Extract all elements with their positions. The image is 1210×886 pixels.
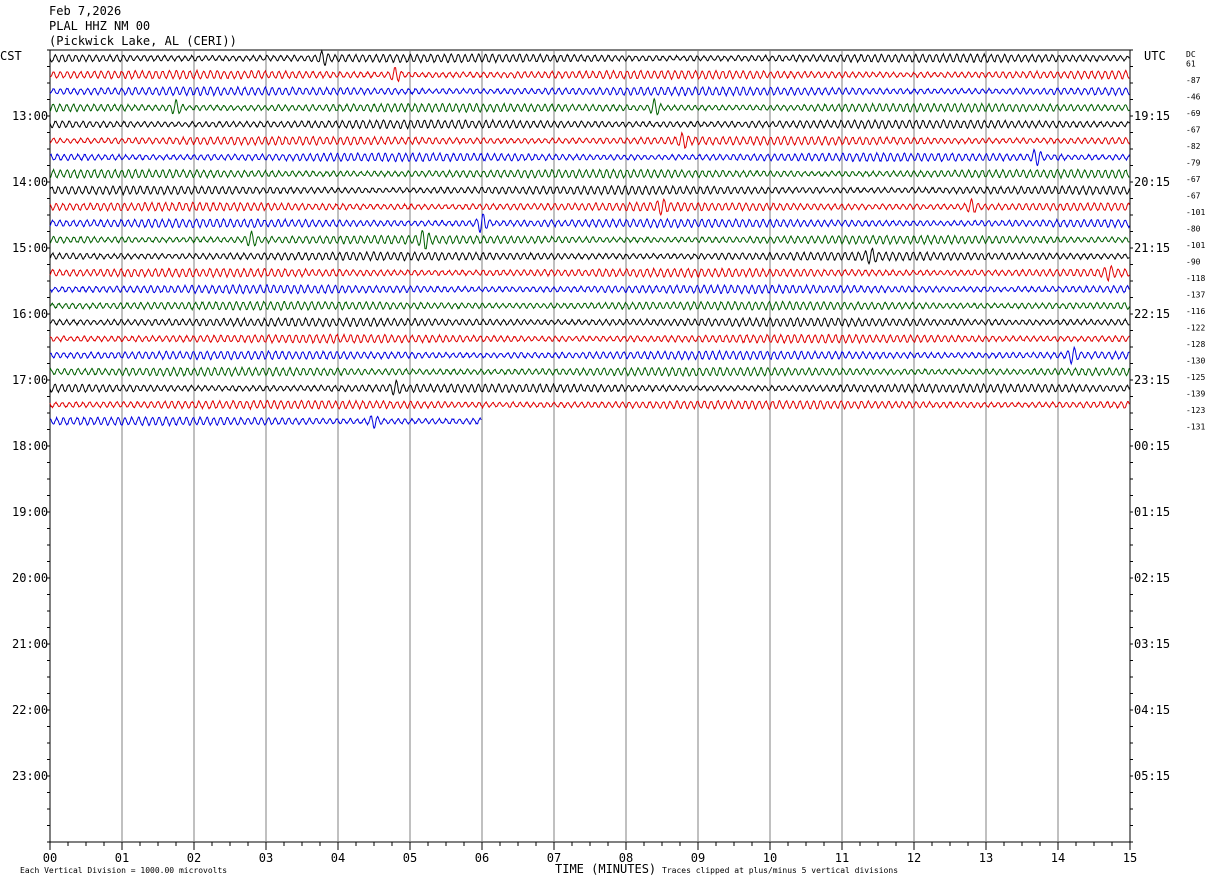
dc-offset-label: -82 [1186, 142, 1201, 151]
dc-offset-label: -80 [1186, 224, 1201, 233]
x-tick-label: 03 [259, 851, 273, 865]
trace-row-11 [50, 230, 1130, 250]
dc-offset-label: -128 [1186, 340, 1205, 349]
dc-offset-label: -67 [1186, 125, 1201, 134]
utc-hour-label: 04:15 [1134, 703, 1170, 717]
trace-row-0 [49, 49, 1130, 66]
dc-offset-label: -137 [1186, 290, 1205, 299]
x-tick-label: 15 [1123, 851, 1137, 865]
dc-label: DC [1186, 50, 1196, 59]
trace-row-14 [49, 283, 1130, 295]
x-tick-label: 12 [907, 851, 921, 865]
x-tick-label: 13 [979, 851, 993, 865]
cst-hour-label: 15:00 [12, 241, 48, 255]
cst-hour-label: 22:00 [12, 703, 48, 717]
trace-row-8 [49, 184, 1130, 197]
trace-row-21 [49, 399, 1130, 411]
trace-row-20 [49, 378, 1130, 396]
trace-row-17 [49, 332, 1130, 345]
trace-row-22 [49, 415, 482, 429]
cst-axis-label: CST [0, 49, 22, 63]
dc-offset-label: -79 [1186, 158, 1201, 167]
dc-offset-label: -90 [1186, 257, 1201, 266]
x-tick-label: 09 [691, 851, 705, 865]
dc-offset-label: 61 [1186, 59, 1196, 68]
trace-row-3 [49, 97, 1130, 116]
trace-row-4 [49, 118, 1130, 130]
utc-hour-label: 23:15 [1134, 373, 1170, 387]
dc-offset-label: -123 [1186, 406, 1205, 415]
x-tick-label: 04 [331, 851, 345, 865]
seismic-traces [49, 49, 1130, 429]
trace-row-7 [49, 167, 1130, 180]
cst-hour-label: 23:00 [12, 769, 48, 783]
utc-hour-label: 01:15 [1134, 505, 1170, 519]
trace-row-9 [49, 197, 1130, 217]
clipping-note: Traces clipped at plus/minus 5 vertical … [662, 866, 899, 875]
dc-offset-label: -67 [1186, 191, 1201, 200]
plot-frame [49, 49, 1131, 843]
cst-hour-label: 19:00 [12, 505, 48, 519]
dc-offset-label: -139 [1186, 389, 1205, 398]
station-location: (Pickwick Lake, AL (CERI)) [49, 34, 237, 48]
dc-offset-label: -101 [1186, 208, 1205, 217]
trace-row-19 [49, 365, 1130, 378]
trace-row-1 [49, 66, 1130, 83]
cst-hour-label: 16:00 [12, 307, 48, 321]
utc-hour-label: 05:15 [1134, 769, 1170, 783]
utc-hour-label: 19:15 [1134, 109, 1170, 123]
dc-offset-label: -101 [1186, 241, 1205, 250]
cst-hour-label: 20:00 [12, 571, 48, 585]
utc-hour-label: 20:15 [1134, 175, 1170, 189]
trace-row-15 [49, 300, 1130, 312]
dc-offset-label: -125 [1186, 373, 1205, 382]
x-tick-label: 10 [763, 851, 777, 865]
x-tick-label: 02 [187, 851, 201, 865]
trace-row-16 [49, 316, 1130, 328]
trace-row-2 [49, 85, 1130, 98]
x-tick-label: 06 [475, 851, 489, 865]
x-axis-label: TIME (MINUTES) [555, 862, 657, 876]
cst-hour-label: 14:00 [12, 175, 48, 189]
x-tick-label: 05 [403, 851, 417, 865]
dc-offset-label: -69 [1186, 109, 1201, 118]
x-tick-label: 11 [835, 851, 849, 865]
x-tick-label: 07 [547, 851, 561, 865]
dc-offset-label: -116 [1186, 307, 1205, 316]
x-tick-label: 08 [619, 851, 633, 865]
x-tick-label: 00 [43, 851, 57, 865]
cst-hour-label: 18:00 [12, 439, 48, 453]
trace-row-18 [49, 345, 1130, 366]
dc-offset-label: -122 [1186, 323, 1205, 332]
vertical-division-note: Each Vertical Division = 1000.00 microvo… [20, 866, 228, 875]
dc-offset-label: -46 [1186, 92, 1201, 101]
utc-hour-label: 02:15 [1134, 571, 1170, 585]
trace-row-6 [49, 148, 1130, 167]
dc-offset-label: -130 [1186, 356, 1205, 365]
utc-hour-label: 21:15 [1134, 241, 1170, 255]
trace-row-5 [49, 131, 1130, 149]
utc-hour-label: 00:15 [1134, 439, 1170, 453]
dc-offset-label: -131 [1186, 422, 1205, 431]
cst-hour-label: 13:00 [12, 109, 48, 123]
x-tick-label: 01 [115, 851, 129, 865]
axis-labels: 00 01 02 03 04 05 06 07 08 09 10 11 12 13 14 15 13:00 19:… [12, 50, 1205, 865]
cst-hour-label: 17:00 [12, 373, 48, 387]
utc-axis-label: UTC [1144, 49, 1166, 63]
station-code: PLAL HHZ NM 00 [49, 19, 151, 33]
plot-grid [47, 49, 1133, 850]
trace-row-12 [49, 247, 1130, 266]
x-tick-label: 14 [1051, 851, 1065, 865]
utc-hour-label: 03:15 [1134, 637, 1170, 651]
dc-offset-label: -118 [1186, 274, 1205, 283]
trace-row-10 [49, 213, 1130, 234]
cst-hour-label: 21:00 [12, 637, 48, 651]
dc-offset-label: -67 [1186, 175, 1201, 184]
trace-row-13 [49, 264, 1130, 283]
utc-hour-label: 22:15 [1134, 307, 1170, 321]
dc-offset-label: -87 [1186, 76, 1201, 85]
plot-date: Feb 7,2026 [49, 4, 122, 18]
